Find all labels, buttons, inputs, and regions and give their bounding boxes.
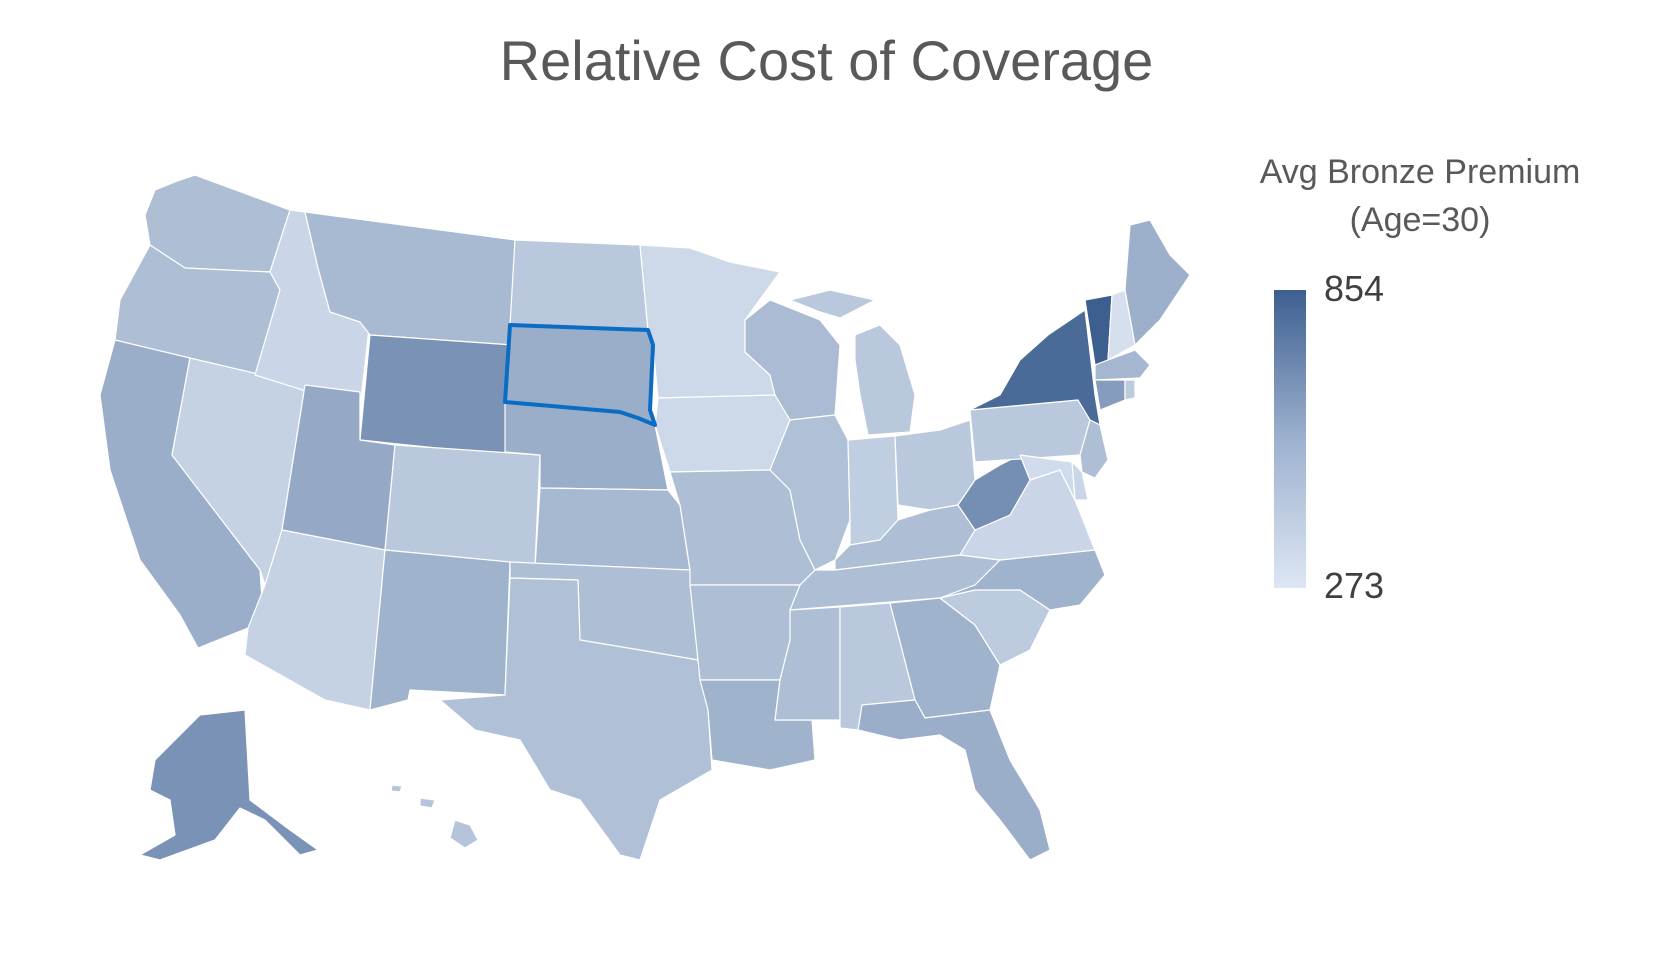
state-AK[interactable]: [139, 709, 319, 861]
state-RI[interactable]: [1124, 379, 1136, 401]
state-FL[interactable]: [857, 699, 1051, 861]
legend-color-ramp: [1274, 290, 1306, 588]
state-CT[interactable]: [1094, 379, 1126, 411]
state-TX[interactable]: [439, 577, 713, 861]
state-MI[interactable]: [789, 289, 916, 436]
state-layer: [99, 174, 1191, 861]
state-NY[interactable]: [969, 309, 1101, 426]
state-CO[interactable]: [384, 444, 541, 566]
legend-title: Avg Bronze Premium (Age=30): [1230, 148, 1610, 244]
state-WY[interactable]: [359, 334, 513, 456]
state-PA[interactable]: [969, 399, 1091, 463]
state-ME[interactable]: [1124, 219, 1191, 346]
state-MD[interactable]: [1019, 454, 1076, 501]
state-KS[interactable]: [534, 487, 691, 571]
legend-min-value: 273: [1324, 565, 1385, 606]
state-IA[interactable]: [654, 394, 791, 473]
highlighted-state-outline: [503, 323, 657, 427]
legend-max-value: 854: [1324, 268, 1385, 309]
chart-title: Relative Cost of Coverage: [499, 29, 1154, 92]
state-NC[interactable]: [939, 549, 1106, 611]
state-ND[interactable]: [509, 239, 649, 331]
legend-title-line1: Avg Bronze Premium: [1259, 153, 1581, 191]
state-NM[interactable]: [369, 549, 511, 711]
legend-title-line2: (Age=30): [1349, 201, 1491, 239]
state-IL[interactable]: [769, 414, 851, 571]
state-HI[interactable]: [390, 784, 479, 849]
state-OH[interactable]: [894, 419, 976, 511]
